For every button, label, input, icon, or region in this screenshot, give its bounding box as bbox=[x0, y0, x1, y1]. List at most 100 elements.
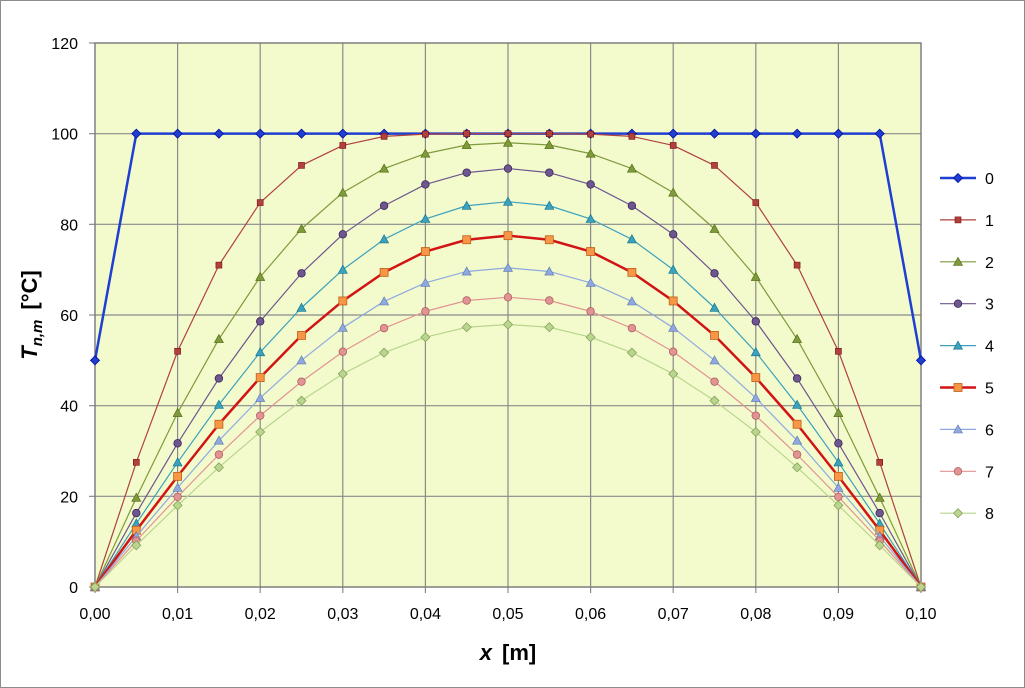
series-3-point bbox=[751, 317, 760, 326]
series-3-point bbox=[503, 164, 513, 173]
series-8-point bbox=[337, 368, 348, 379]
x-tick-label: 0,10 bbox=[905, 606, 936, 623]
series-2-point bbox=[668, 187, 679, 197]
legend-item-1: 1 bbox=[940, 213, 994, 230]
series-0-point bbox=[172, 128, 183, 139]
series-7-point bbox=[751, 411, 760, 420]
series-5-point bbox=[503, 231, 513, 241]
series-8-point bbox=[544, 322, 555, 333]
series-5-point bbox=[751, 373, 761, 382]
series-3-point bbox=[627, 201, 637, 210]
series-1-point bbox=[587, 130, 594, 138]
series-7-point bbox=[214, 450, 224, 459]
series-1-point bbox=[628, 133, 636, 140]
y-tick-label: 120 bbox=[51, 36, 78, 53]
series-5-point bbox=[255, 373, 265, 382]
series-8-point bbox=[833, 500, 844, 511]
legend-swatch-marker bbox=[953, 467, 963, 476]
series-7-point bbox=[173, 492, 182, 501]
y-tick-label: 60 bbox=[60, 308, 78, 325]
x-tick-label: 0,07 bbox=[658, 606, 689, 623]
series-1-point bbox=[669, 142, 677, 149]
y-axis-title: Tn,m[°C] bbox=[17, 270, 46, 359]
legend-item-2: 2 bbox=[940, 255, 994, 272]
plot-border bbox=[94, 42, 922, 588]
series-7-point bbox=[462, 296, 471, 305]
y-tick-label: 20 bbox=[60, 489, 78, 506]
legend-label: 5 bbox=[985, 381, 994, 398]
series-6-point bbox=[668, 322, 679, 332]
series-8-point bbox=[709, 395, 720, 406]
series-2-point bbox=[792, 333, 803, 343]
series-2-point bbox=[833, 407, 844, 417]
series-8-point bbox=[668, 368, 679, 379]
series-2-point bbox=[379, 163, 390, 173]
series-4-point bbox=[626, 234, 637, 244]
series-4-point bbox=[833, 457, 844, 467]
legend-label: 1 bbox=[985, 213, 994, 230]
legend-label: 8 bbox=[985, 506, 994, 523]
series-0-point bbox=[213, 128, 224, 139]
series-4-point bbox=[544, 200, 555, 210]
series-1-point bbox=[463, 130, 471, 137]
series-6-point bbox=[750, 392, 761, 402]
series-2-point bbox=[296, 223, 307, 233]
series-3 bbox=[90, 164, 926, 592]
series-6-point bbox=[420, 277, 431, 287]
series-4-point bbox=[750, 347, 761, 357]
series-2-point bbox=[750, 271, 761, 281]
legend-label: 2 bbox=[985, 255, 994, 272]
x-tick-label: 0,03 bbox=[327, 606, 358, 623]
x-tick-label: 0,09 bbox=[823, 606, 854, 623]
series-6-point bbox=[709, 355, 720, 365]
series-2-point bbox=[502, 137, 514, 147]
y-tick-label: 40 bbox=[60, 399, 78, 416]
series-0-point bbox=[750, 128, 761, 139]
series-0-point bbox=[337, 128, 348, 139]
series-1-point bbox=[133, 459, 140, 466]
series-0-point bbox=[255, 128, 266, 139]
series-6-point bbox=[833, 482, 844, 492]
series-4-point bbox=[379, 234, 390, 244]
series-6-point bbox=[502, 262, 514, 272]
series-7-point bbox=[256, 411, 265, 420]
series-4-point bbox=[461, 200, 472, 210]
legend-swatch-marker bbox=[953, 299, 963, 308]
series-8-point bbox=[874, 540, 885, 551]
series-4-point bbox=[213, 399, 224, 409]
series-4-point bbox=[585, 213, 596, 223]
series-6-point bbox=[296, 355, 307, 365]
legend-swatch-marker bbox=[952, 172, 964, 184]
series-5-point bbox=[338, 296, 348, 306]
series-6-point bbox=[585, 277, 596, 287]
series-3-point bbox=[875, 508, 884, 518]
series-1-point bbox=[711, 162, 718, 169]
series-3-point bbox=[132, 508, 141, 518]
series-4-point bbox=[337, 264, 348, 274]
series-2-point bbox=[420, 148, 431, 158]
series-6-point bbox=[626, 296, 637, 306]
series-5-point bbox=[668, 296, 678, 306]
series-7-point bbox=[710, 377, 719, 386]
series-7-point bbox=[421, 307, 430, 316]
series-3-point bbox=[792, 374, 802, 383]
series-8 bbox=[89, 319, 927, 593]
series-8-point bbox=[502, 319, 514, 330]
series-7-point bbox=[379, 323, 389, 333]
series-6-point bbox=[379, 296, 390, 306]
series-2-point bbox=[874, 492, 885, 502]
series-5-point bbox=[544, 235, 554, 245]
series-3-point bbox=[834, 439, 843, 448]
legend-swatch-marker bbox=[952, 256, 964, 266]
series-1-point bbox=[380, 133, 388, 140]
series-3-point bbox=[421, 180, 430, 189]
series-0-point bbox=[709, 128, 720, 139]
x-tick-label: 0,06 bbox=[575, 606, 606, 623]
series-5-point bbox=[173, 471, 183, 481]
series-0-point bbox=[833, 128, 844, 139]
series-8-point bbox=[461, 322, 472, 333]
x-tick-label: 0,08 bbox=[740, 606, 771, 623]
series-2-point bbox=[255, 271, 266, 281]
series-8-point bbox=[585, 332, 596, 343]
series-3-point bbox=[297, 269, 306, 278]
